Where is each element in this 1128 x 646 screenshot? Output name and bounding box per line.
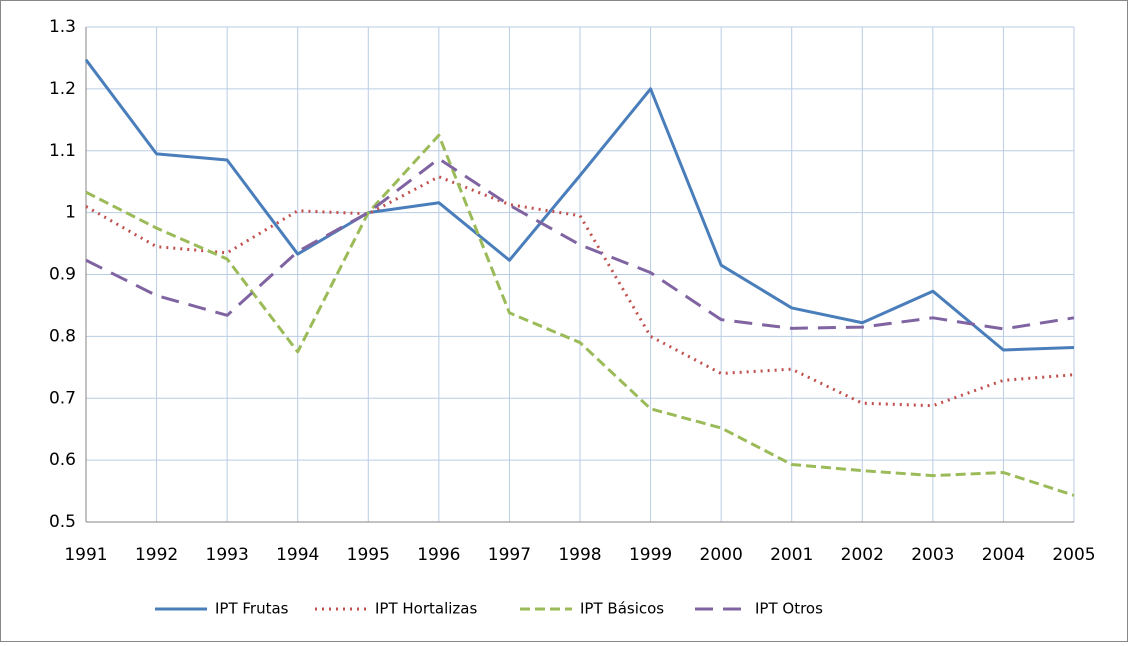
- x-tick-label: 1999: [629, 545, 672, 565]
- x-tick-label: 2000: [700, 545, 743, 565]
- y-tick-label: 1.2: [49, 79, 76, 99]
- legend-label: IPT Hortalizas: [375, 600, 477, 618]
- x-tick-label: 1996: [417, 545, 460, 565]
- series-line: [84, 58, 1075, 352]
- y-tick-label: 0.7: [49, 388, 76, 408]
- x-tick-label: 1992: [135, 545, 178, 565]
- y-tick-label: 1: [65, 203, 76, 223]
- legend-label: IPT Otros: [755, 600, 823, 618]
- y-tick-label: 0.6: [49, 450, 76, 470]
- x-tick-label: 1995: [347, 545, 390, 565]
- legend-label: IPT Básicos: [580, 600, 664, 618]
- x-tick-label: 2004: [982, 545, 1025, 565]
- legend-label: IPT Frutas: [215, 600, 289, 618]
- x-tick-label: 1994: [276, 545, 319, 565]
- series-line: [85, 157, 1075, 331]
- x-tick-label: 1991: [64, 545, 107, 565]
- x-tick-label: 2002: [841, 545, 884, 565]
- y-tick-label: 1.1: [49, 141, 76, 161]
- y-tick-label: 1.3: [49, 17, 76, 37]
- x-tick-label: 1998: [558, 545, 601, 565]
- y-tick-label: 0.9: [49, 265, 76, 285]
- x-tick-label: 1997: [488, 545, 531, 565]
- x-tick-label: 1993: [206, 545, 249, 565]
- series-line: [85, 133, 1075, 497]
- x-tick-label: 2003: [911, 545, 954, 565]
- x-tick-label: 2005: [1052, 545, 1095, 565]
- y-tick-label: 0.8: [49, 326, 76, 346]
- x-tick-label: 2001: [770, 545, 813, 565]
- y-tick-label: 0.5: [49, 512, 76, 532]
